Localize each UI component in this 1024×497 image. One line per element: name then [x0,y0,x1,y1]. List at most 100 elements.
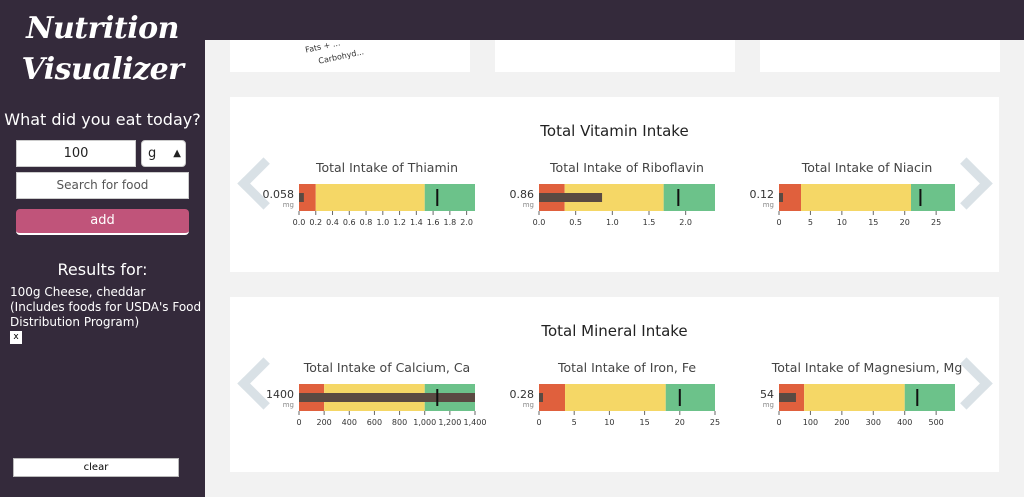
select-arrows-icon: ▲ [173,148,181,159]
tick-label: 20 [900,218,910,227]
range-band [779,184,801,211]
add-button[interactable]: add [16,209,189,235]
tick-label: 200 [317,418,332,427]
tick-label: 0.6 [343,218,356,227]
unit-label: mg [283,201,294,209]
tick-label: 1,000 [413,418,436,427]
tick-label: 0 [776,218,781,227]
value-bar [779,393,796,402]
chart-title: Total Intake of Riboflavin [549,160,704,175]
tick-label: 1.2 [393,218,406,227]
tick-label: 25 [931,218,941,227]
value-label: 0.86 [510,188,535,201]
unit-label: mg [763,401,774,409]
chart-title: Total Intake of Niacin [801,160,933,175]
range-band [804,384,905,411]
tick-label: 0.8 [360,218,373,227]
tick-label: 0 [536,418,541,427]
tick-label: 0 [296,418,301,427]
range-band [424,184,475,211]
value-label: 0.058 [263,188,295,201]
tick-label: 25 [710,418,720,427]
value-bar [539,193,603,202]
range-band [665,384,715,411]
panel-title: Total Vitamin Intake [540,122,689,140]
results-heading: Results for: [57,260,148,279]
tick-label: 400 [897,418,912,427]
app-title-line2: Visualizer [21,52,184,87]
value-label: 0.12 [750,188,775,201]
tick-label: 800 [392,418,407,427]
unit-label: mg [523,201,534,209]
tick-label: 1.5 [643,218,656,227]
tick-label: 100 [803,418,818,427]
macro-card-1: Fats + ... Carbohyd... [230,38,470,72]
tick-label: 300 [866,418,881,427]
tick-label: 500 [929,418,944,427]
tick-label: 15 [868,218,878,227]
tick-label: 10 [837,218,847,227]
tick-label: 1.8 [443,218,456,227]
vitamin-panel: Total Vitamin Intake Total Intake of Thi… [230,97,999,272]
value-bar [299,193,304,202]
sidebar: Nutrition Visualizer What did you eat to… [0,0,205,497]
tick-label: 2.0 [679,218,692,227]
tick-label: 20 [675,418,685,427]
tick-label: 0.5 [569,218,582,227]
quantity-input[interactable]: 100 [16,140,136,167]
remove-food-button[interactable]: x [10,331,22,344]
tick-label: 400 [342,418,357,427]
range-band [315,184,425,211]
tick-label: 200 [834,418,849,427]
tick-label: 0 [776,418,781,427]
unit-label: mg [523,401,534,409]
tick-label: 1,400 [464,418,487,427]
range-band [904,384,955,411]
chart-title: Total Intake of Thiamin [315,160,458,175]
unit-label: mg [283,401,294,409]
range-band [299,184,316,211]
chart-title: Total Intake of Iron, Fe [557,360,696,375]
range-band [565,384,666,411]
tick-label: 0.0 [293,218,306,227]
value-bar [779,193,783,202]
tick-label: 1.4 [410,218,423,227]
question-label: What did you eat today? [4,110,201,129]
tick-label: 2.0 [460,218,473,227]
unit-select[interactable]: g ▲ [141,140,186,167]
tick-label: 0.2 [309,218,322,227]
tick-label: 1.0 [606,218,619,227]
panel-title: Total Mineral Intake [541,322,688,340]
clear-button[interactable]: clear [13,458,179,477]
tick-label: 5 [808,218,813,227]
tick-label: 1.0 [376,218,389,227]
macro-card-3 [760,40,1000,72]
tick-label: 1.6 [427,218,440,227]
value-label: 54 [760,388,774,401]
tick-label: 15 [640,418,650,427]
chart-title: Total Intake of Calcium, Ca [303,360,470,375]
result-food-item: 100g Cheese, cheddar (Includes foods for… [10,285,202,329]
tick-label: 0.0 [533,218,546,227]
tick-label: 600 [367,418,382,427]
chart-title: Total Intake of Magnesium, Mg [771,360,963,375]
mineral-panel: Total Mineral Intake Total Intake of Cal… [230,297,999,472]
range-band [911,184,955,211]
tick-label: 10 [604,418,614,427]
range-band [801,184,911,211]
value-label: 0.28 [510,388,535,401]
tick-label: 1,200 [438,418,461,427]
tick-label: 5 [572,418,577,427]
macro-card-2 [495,40,735,72]
range-band [663,184,715,211]
range-band [539,384,566,411]
search-input[interactable]: Search for food [16,172,189,199]
